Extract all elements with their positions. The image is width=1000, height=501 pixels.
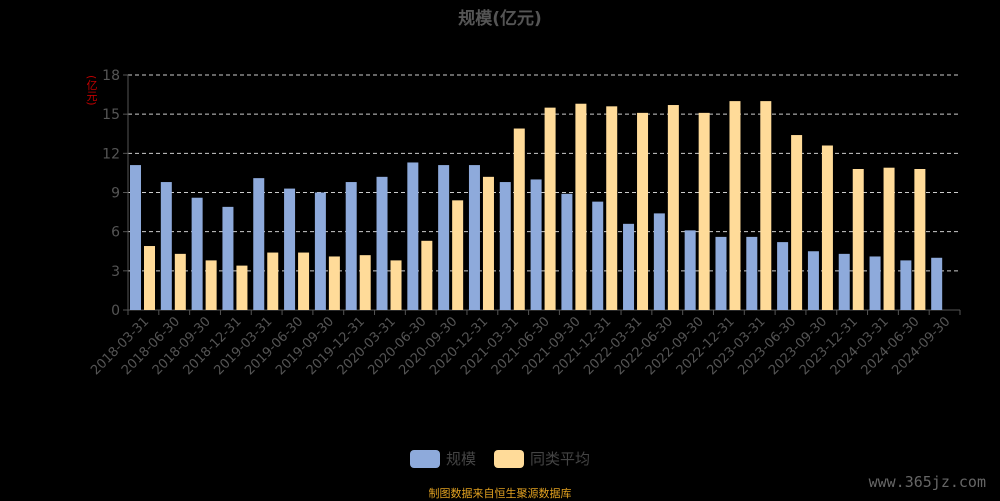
bar-series-2 <box>791 135 803 310</box>
bar-series-1 <box>376 176 388 310</box>
bar-series-1 <box>284 188 296 310</box>
bar-series-1 <box>314 192 326 310</box>
bar-series-1 <box>931 257 943 310</box>
data-source-note: 制图数据来自恒生聚源数据库 <box>428 487 572 500</box>
bar-series-2 <box>760 101 772 310</box>
bar-series-1 <box>777 242 789 310</box>
bar-series-2 <box>390 260 402 310</box>
bar-series-1 <box>468 165 480 310</box>
bar-series-1 <box>561 193 573 310</box>
bar-series-1 <box>838 253 850 310</box>
bar-series-1 <box>253 178 265 310</box>
bar-series-2 <box>267 252 279 310</box>
bar-series-2 <box>236 265 248 310</box>
bar-series-2 <box>575 103 587 310</box>
y-tick-label: 6 <box>111 225 120 241</box>
bar-series-2 <box>298 252 310 310</box>
bar-series-2 <box>452 200 464 310</box>
bar-series-2 <box>513 128 525 310</box>
bar-series-1 <box>191 197 203 310</box>
bar-series-1 <box>407 162 419 310</box>
bar-series-2 <box>698 112 710 310</box>
bar-series-2 <box>667 105 679 311</box>
bar-series-1 <box>222 206 234 310</box>
bar-series-2 <box>482 176 494 310</box>
legend-item-series-1[interactable]: 规模 <box>409 448 476 469</box>
bar-series-1 <box>160 182 172 310</box>
bar-series-1 <box>130 165 141 310</box>
bar-series-2 <box>606 106 618 310</box>
bar-series-1 <box>746 236 758 310</box>
y-tick-label: 12 <box>102 146 120 162</box>
y-tick-label: 0 <box>111 303 120 319</box>
bar-series-1 <box>438 165 450 310</box>
bar-series-1 <box>869 256 881 310</box>
bar-series-2 <box>821 145 833 310</box>
bar-series-2 <box>544 107 556 310</box>
legend-swatch-series-1 <box>409 449 440 468</box>
bar-series-2 <box>883 167 895 310</box>
legend-item-series-2[interactable]: 同类平均 <box>494 448 590 469</box>
bar-series-1 <box>623 223 635 310</box>
bar-series-1 <box>715 236 727 310</box>
bar-series-2 <box>729 101 741 310</box>
legend-swatch-series-2 <box>494 449 524 468</box>
y-tick-label: 15 <box>102 107 120 123</box>
bar-series-1 <box>592 201 604 310</box>
bar-series-1 <box>684 230 696 310</box>
legend-label-series-2: 同类平均 <box>530 450 591 468</box>
bar-series-2 <box>205 260 217 310</box>
bar-series-1 <box>807 251 819 310</box>
bar-series-2 <box>852 169 864 310</box>
bar-series-2 <box>359 255 371 310</box>
watermark: www.365jz.com <box>868 473 986 491</box>
y-tick-label: 3 <box>111 264 120 280</box>
y-tick-label: 9 <box>111 186 120 202</box>
bar-series-2 <box>421 240 433 310</box>
bar-series-2 <box>144 246 155 310</box>
bar-series-1 <box>499 182 511 310</box>
legend-label-series-1: 规模 <box>445 450 476 468</box>
bar-series-2 <box>174 253 186 310</box>
legend: 规模 同类平均 <box>0 448 1000 469</box>
bar-series-2 <box>637 112 649 310</box>
bar-series-2 <box>914 169 926 310</box>
bar-series-1 <box>345 182 357 310</box>
bar-series-1 <box>530 179 542 310</box>
bar-series-1 <box>900 260 912 310</box>
bar-series-1 <box>653 213 665 310</box>
chart-title: 规模(亿元) <box>458 9 542 29</box>
bar-series-2 <box>328 256 340 310</box>
y-axis-unit-label: (亿元) <box>85 75 98 106</box>
y-tick-label: 18 <box>102 68 120 84</box>
